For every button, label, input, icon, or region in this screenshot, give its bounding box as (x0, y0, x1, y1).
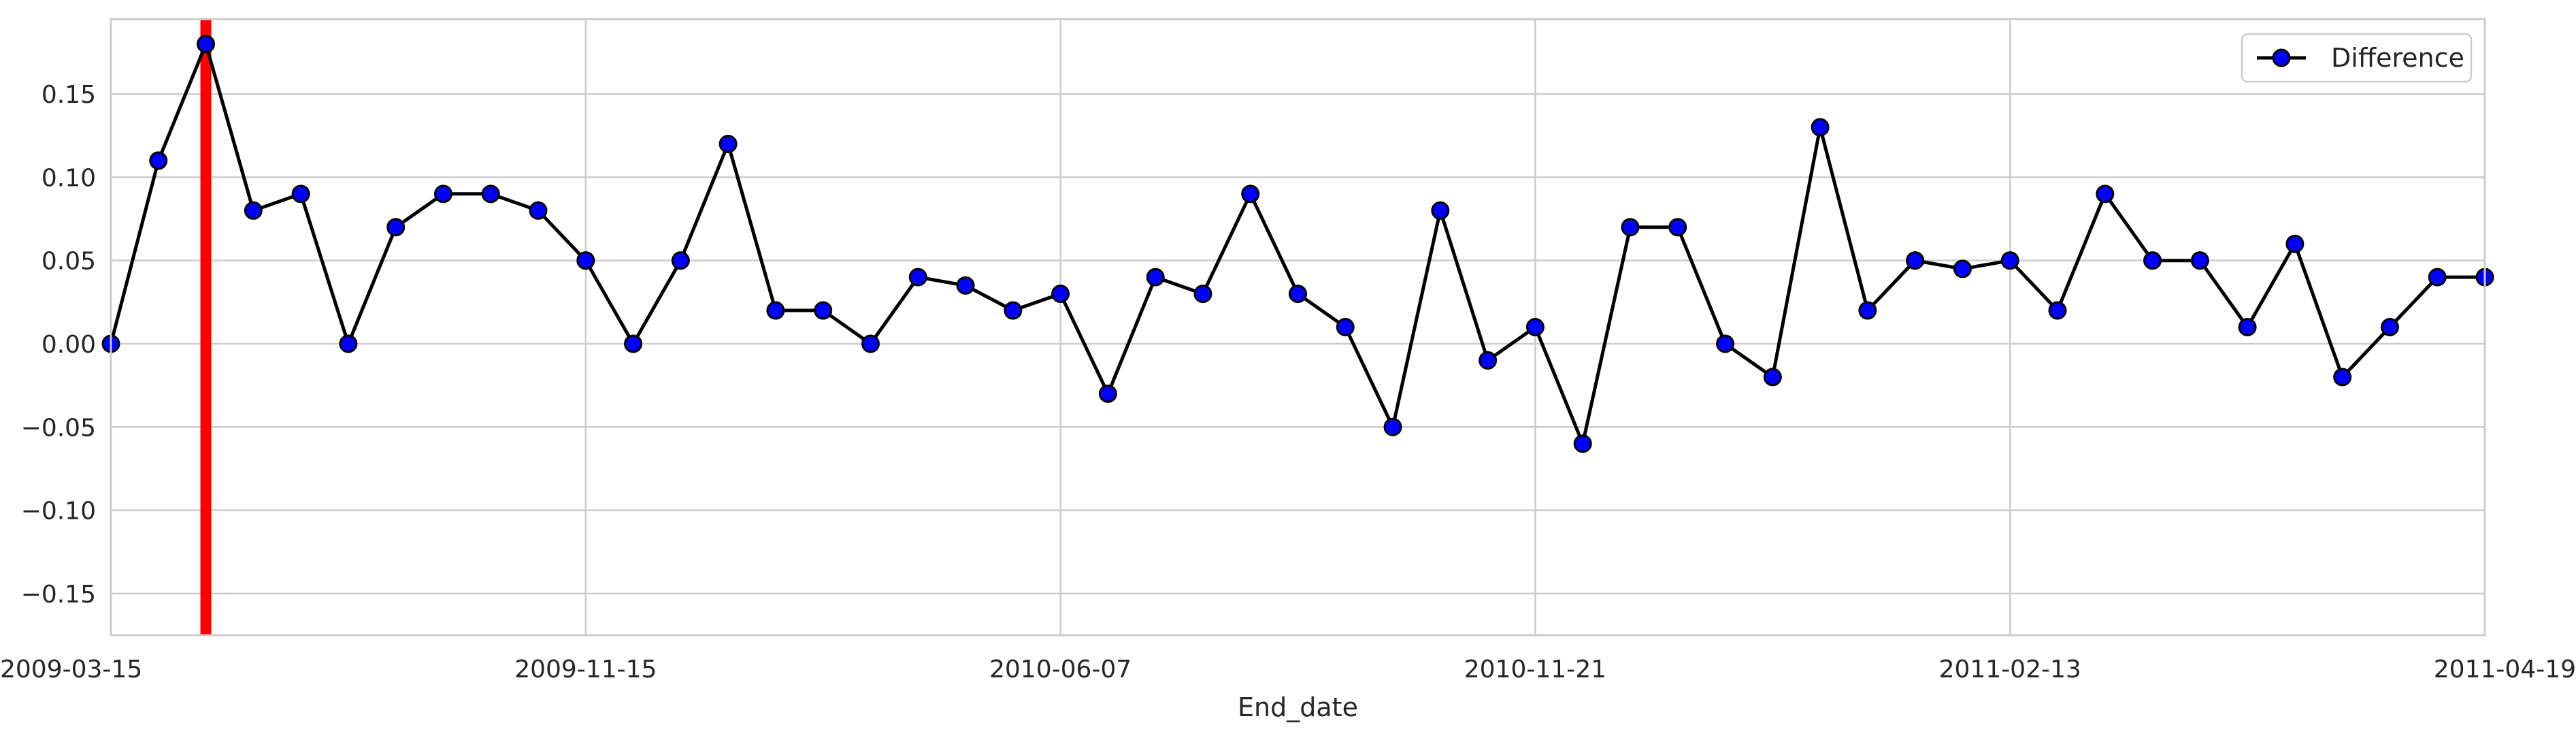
y-tick-label: −0.15 (21, 581, 96, 609)
data-point (576, 251, 595, 270)
x-tick-label: 2009-11-15 (514, 656, 657, 683)
data-point (1906, 251, 1925, 270)
data-point (291, 184, 310, 204)
data-point (814, 301, 833, 320)
data-point (908, 268, 927, 287)
x-tick-label: 2011-02-13 (1939, 656, 2081, 683)
data-point (2048, 301, 2067, 320)
data-point (386, 218, 406, 237)
data-point (1479, 351, 1498, 370)
y-tick-labels: −0.15 −0.10 −0.05 0.00 0.05 0.10 0.15 (21, 81, 96, 609)
x-axis-label: End_date (1238, 692, 1358, 722)
data-point (671, 251, 690, 270)
data-point (1289, 285, 1307, 304)
data-point (1621, 218, 1640, 237)
data-point (1098, 384, 1117, 403)
data-point (719, 134, 738, 153)
y-tick-label: −0.10 (21, 498, 96, 526)
data-point (1763, 368, 1782, 387)
data-point (2190, 251, 2209, 270)
data-point (1811, 118, 1830, 137)
data-point (2333, 368, 2352, 387)
data-point (1383, 417, 1402, 436)
grid-lines (110, 19, 2486, 635)
legend-marker-swatch (2272, 48, 2291, 67)
data-point (1241, 184, 1260, 204)
data-point (1716, 334, 1735, 353)
data-point (956, 276, 975, 295)
data-point (2000, 251, 2019, 270)
y-tick-label: 0.00 (42, 331, 96, 359)
x-tick-label: 2009-03-15 (0, 656, 142, 683)
data-point (244, 201, 263, 220)
series-layer (101, 35, 2494, 453)
data-point (1004, 301, 1023, 320)
data-point (2428, 268, 2447, 287)
series-line (109, 42, 2485, 446)
data-point (861, 334, 880, 353)
plot-frame (110, 18, 2486, 637)
data-point (339, 334, 358, 353)
plot-border (110, 18, 2486, 637)
data-point (433, 184, 452, 204)
y-tick-label: 0.15 (42, 81, 96, 109)
data-point (1573, 434, 1592, 453)
y-tick-label: 0.05 (42, 248, 96, 276)
data-point (1525, 318, 1545, 336)
data-point (624, 334, 643, 353)
legend: Difference (2241, 33, 2473, 83)
data-point (2143, 251, 2162, 270)
data-point (766, 301, 785, 320)
data-point (1953, 259, 1972, 278)
x-tick-labels: 2009-03-15 2009-11-15 2010-06-07 2010-11-21… (0, 656, 2576, 683)
legend-label: Difference (2331, 43, 2464, 73)
legend-box (2241, 33, 2473, 83)
data-point (1336, 318, 1355, 336)
data-point (1858, 301, 1877, 320)
data-point (149, 151, 168, 170)
data-point (2096, 184, 2115, 204)
data-point (1193, 285, 1212, 304)
x-tick-label: 2011-04-19 (2434, 656, 2576, 683)
x-tick-label: 2010-11-21 (1464, 656, 1606, 683)
data-point (481, 184, 500, 204)
data-point (529, 201, 548, 220)
y-tick-label: −0.05 (21, 414, 96, 442)
data-point (1051, 285, 1070, 304)
data-point (1431, 201, 1450, 220)
y-tick-label: 0.10 (42, 164, 96, 192)
x-tick-label: 2010-06-07 (989, 656, 1132, 683)
data-point (2380, 318, 2399, 336)
data-point (1668, 218, 1687, 237)
data-point (2285, 234, 2305, 253)
data-point (2238, 318, 2257, 336)
data-point (197, 35, 216, 54)
data-point (1146, 268, 1165, 287)
